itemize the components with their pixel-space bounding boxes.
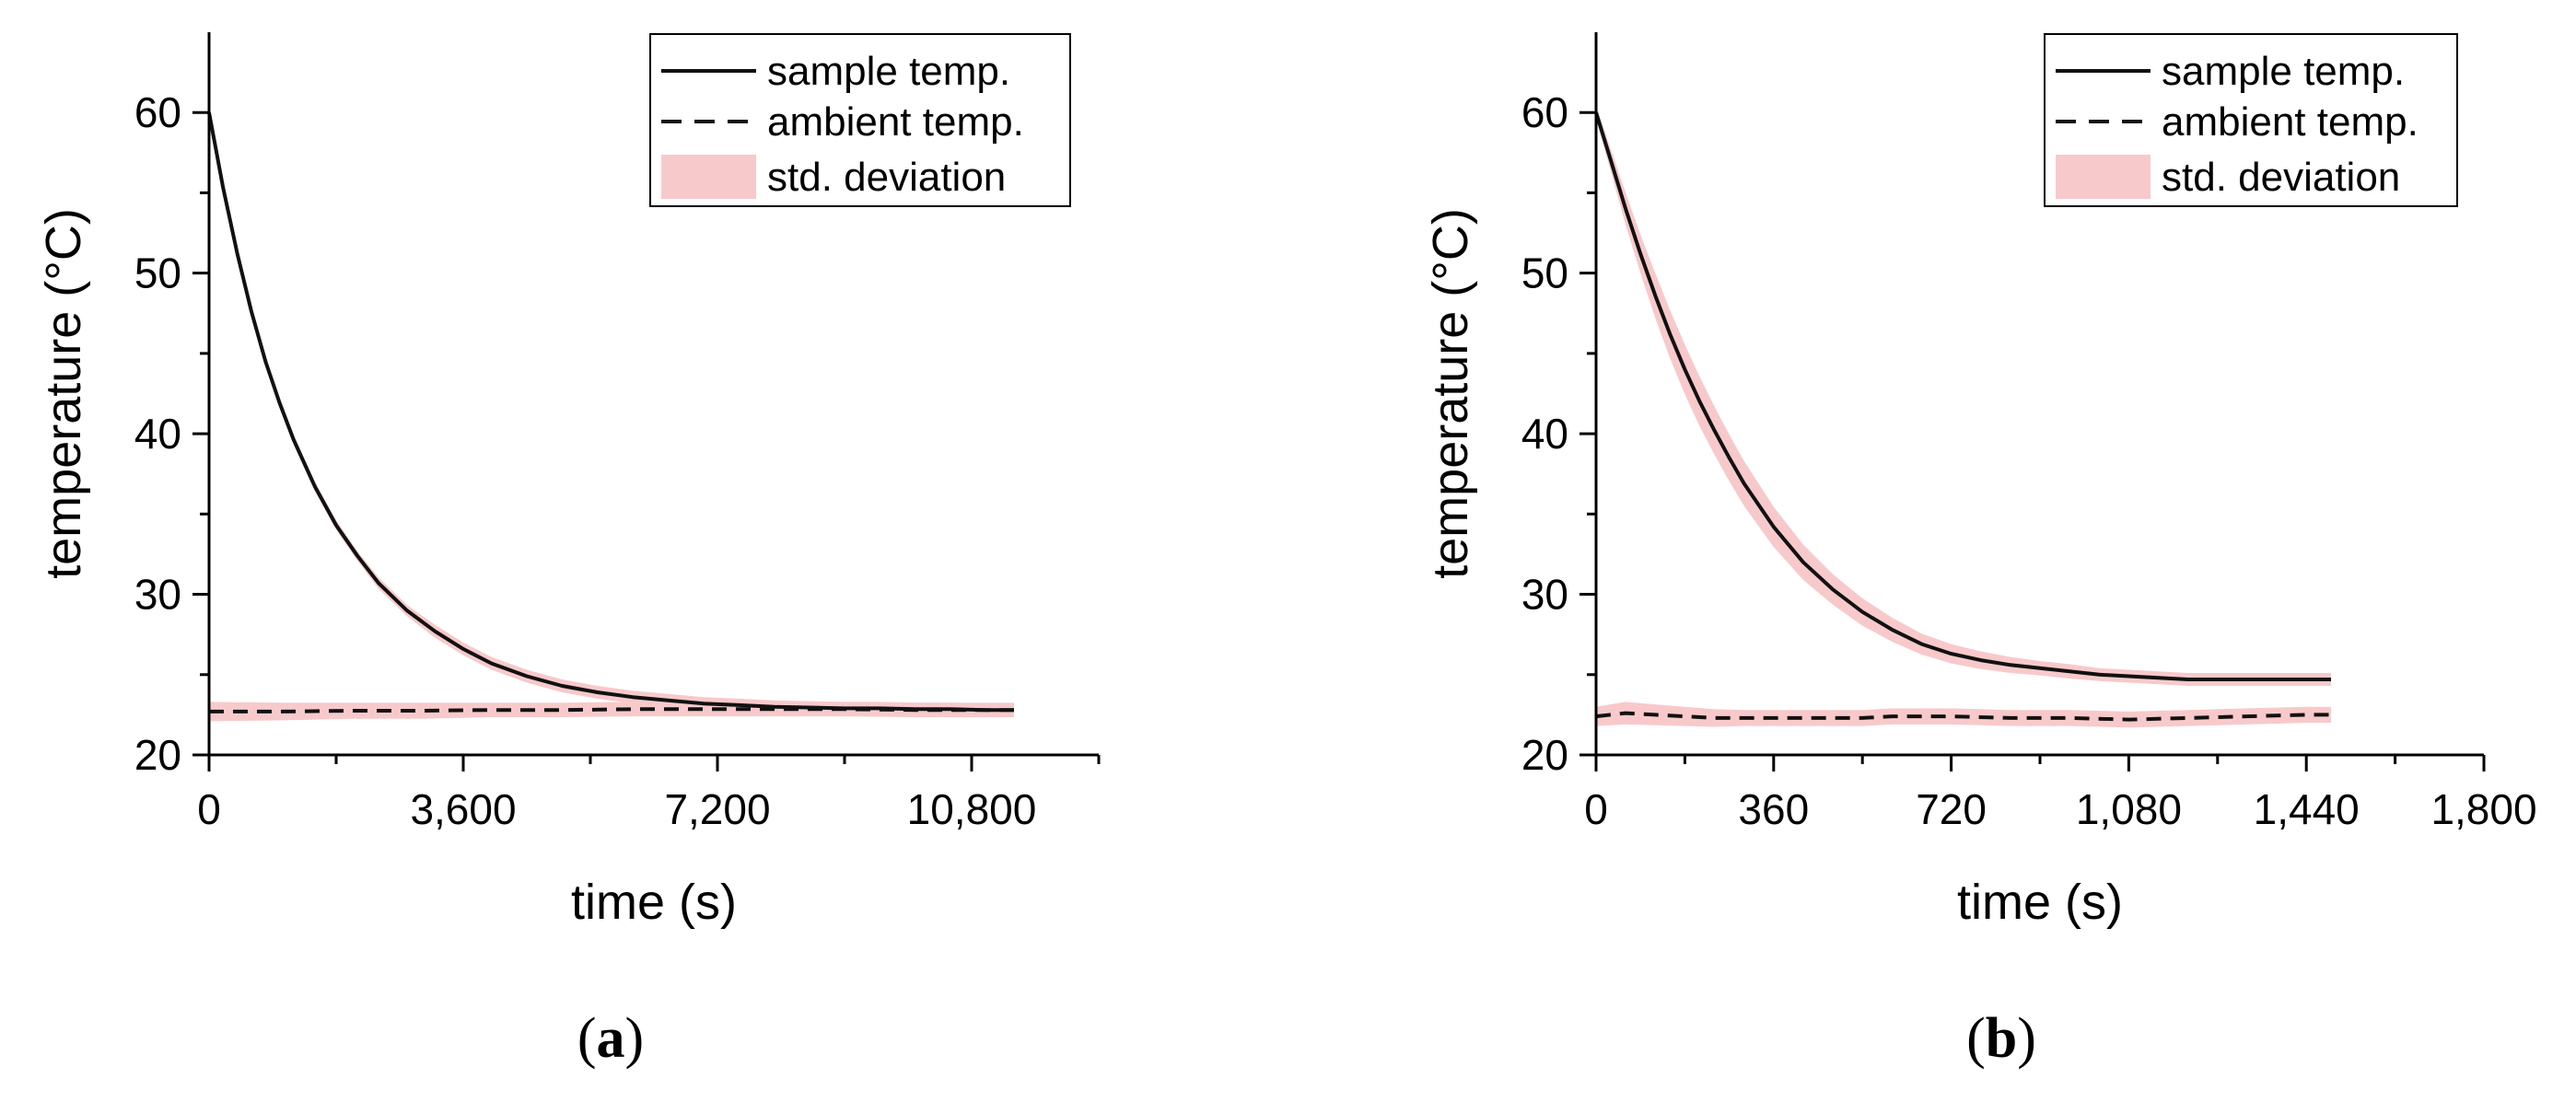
y-axis-label: temperature (°C) — [36, 208, 91, 579]
y-tick-label: 30 — [134, 571, 181, 619]
sample-temp-line — [1594, 111, 2331, 681]
panel-b-chart: 0 360 720 1,080 1,440 1,800 20 30 40 50 60 time (s)… — [1423, 32, 2537, 930]
legend-label: ambient temp. — [2162, 99, 2419, 145]
panel-label-b: (b) — [1966, 1007, 2036, 1070]
ambient-temp-line — [1595, 711, 2331, 722]
y-tick-label: 60 — [1521, 88, 1568, 136]
x-axis-label: time (s) — [571, 875, 737, 930]
x-tick-label: 1,440 — [2254, 785, 2360, 833]
y-tick-label: 50 — [134, 249, 181, 297]
y-tick-label: 40 — [134, 410, 181, 458]
y-tick-label: 20 — [134, 731, 181, 779]
y-tick-label: 50 — [1521, 249, 1568, 297]
legend-swatch-std-deviation — [661, 155, 756, 199]
x-tick-label: 1,800 — [2430, 785, 2536, 833]
std-deviation-band-0 — [1596, 106, 2331, 686]
y-tick-label: 40 — [1521, 410, 1568, 458]
legend-label: std. deviation — [2162, 155, 2400, 200]
y-tick-label: 60 — [134, 88, 181, 136]
x-tick-label: 10,800 — [907, 785, 1037, 833]
legend-label: ambient temp. — [767, 99, 1024, 145]
x-tick-label: 360 — [1738, 785, 1809, 833]
legend-label: std. deviation — [767, 155, 1006, 200]
y-axis-label: temperature (°C) — [1423, 208, 1478, 579]
x-tick-label: 7,200 — [664, 785, 770, 833]
y-tick-label: 30 — [1521, 571, 1568, 619]
x-tick-label: 1,080 — [2076, 785, 2182, 833]
legend-label: sample temp. — [767, 49, 1010, 94]
legend-swatch-std-deviation — [2056, 155, 2151, 199]
panel-a-chart: 0 3,600 7,200 10,800 20 30 40 50 60 time (s) tempe… — [36, 32, 1101, 930]
x-tick-label: 0 — [1584, 785, 1608, 833]
std-deviation-band-1 — [1596, 702, 2331, 728]
ambient-temp-line — [209, 707, 1014, 713]
x-tick-label: 3,600 — [410, 785, 516, 833]
y-tick-label: 20 — [1521, 731, 1568, 779]
x-axis-label: time (s) — [1957, 875, 2123, 930]
legend-label: sample temp. — [2162, 49, 2405, 94]
x-tick-label: 0 — [197, 785, 221, 833]
x-tick-label: 720 — [1916, 785, 1987, 833]
panel-label-a: (a) — [577, 1007, 644, 1070]
sample-temp-line — [207, 111, 1014, 713]
